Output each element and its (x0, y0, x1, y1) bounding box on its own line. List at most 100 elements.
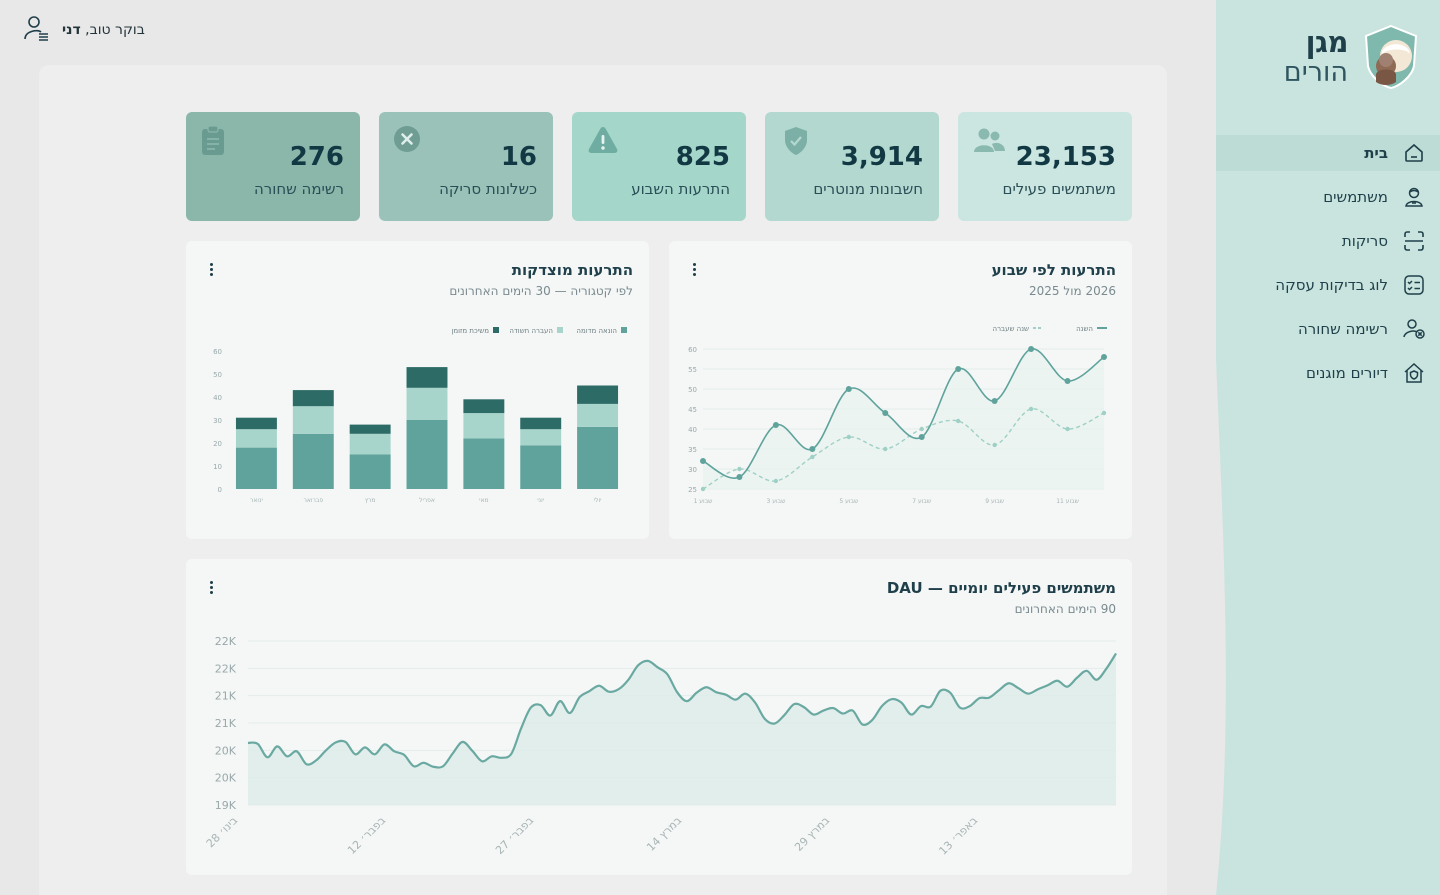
data-point (700, 458, 706, 464)
more-options-icon[interactable] (206, 263, 216, 279)
bar-segment (406, 387, 448, 420)
legend-label: שנה שעברה (993, 325, 1030, 333)
y-tick-label: 21K (215, 717, 237, 730)
sidebar-nav: בית משתמשים סריקות לוג בדיקות עסקה רשימה… (1216, 135, 1440, 399)
data-point (845, 386, 852, 392)
data-point (955, 366, 962, 372)
y-tick-label: 10 (213, 463, 222, 471)
data-point (810, 454, 815, 460)
more-options-icon[interactable] (206, 581, 216, 597)
bar-segment (577, 426, 619, 489)
y-tick-label: 30 (688, 466, 697, 474)
data-point (918, 434, 925, 440)
x-circle-icon (394, 126, 420, 152)
stat-card-weekly-alerts[interactable]: 825 התרעות השבוע (572, 112, 746, 221)
data-point (919, 426, 924, 432)
bar-segment (292, 433, 334, 489)
y-tick-label: 50 (213, 371, 222, 379)
legend-item: הונאה מדומה (576, 327, 627, 335)
topbar: בוקר טוב, דני (22, 14, 145, 46)
x-tick-label: שבוע 11 (1056, 498, 1079, 505)
x-tick-label: אפריל (419, 497, 435, 504)
sidebar-item-home[interactable]: בית (1216, 135, 1440, 171)
y-tick-label: 35 (688, 446, 697, 454)
dau-card: משתמשים פעילים יומיים — DAU 90 הימים האח… (186, 559, 1132, 875)
card-title: משתמשים פעילים יומיים — DAU (886, 579, 1116, 597)
greeting: בוקר טוב, דני (62, 22, 145, 38)
y-tick-label: 55 (688, 366, 697, 374)
card-subtitle: 2026 מול 2025 (1029, 284, 1116, 298)
y-tick-label: 22K (215, 662, 237, 675)
legend-swatch (493, 327, 499, 333)
sidebar-item-users[interactable]: משתמשים (1216, 179, 1440, 215)
x-tick-label: שבוע 1 (694, 498, 713, 505)
stat-card-monitored-accounts[interactable]: 3,914 חשבונות מנוטרים (765, 112, 939, 221)
bar-segment (349, 433, 391, 455)
stat-value: 825 (675, 142, 730, 172)
warning-icon (588, 127, 618, 153)
data-point (883, 446, 888, 452)
stat-card-blacklist[interactable]: 276 רשימה שחורה (186, 112, 360, 221)
stat-value: 276 (289, 142, 344, 172)
data-point (1028, 346, 1035, 352)
bar-segment (520, 417, 562, 430)
sidebar-item-label: לוג בדיקות עסקה (1275, 276, 1388, 294)
sidebar-item-scans[interactable]: סריקות (1216, 223, 1440, 259)
stat-card-scan-failures[interactable]: 16 כשלונות סריקה (379, 112, 553, 221)
dau-chart: 19K 20K 20K 21K 21K 22K 22K 28 בינו׳ 12 בפבר׳ 27 … (204, 635, 1117, 858)
data-point (846, 434, 852, 440)
data-point (882, 410, 889, 416)
x-tick-label: שבוע 5 (839, 498, 858, 505)
legend-swatch (557, 327, 563, 333)
app-logo[interactable]: מגן הורים (1284, 24, 1420, 90)
bar-segment (349, 424, 391, 434)
stat-value: 3,914 (840, 142, 923, 172)
main-panel: 23,153 משתמשים פעילים 3,914 חשבונות מנוט… (39, 65, 1167, 895)
legend-item: שנה שעברה (993, 325, 1043, 333)
user-blocked-icon (1402, 317, 1426, 341)
more-options-icon[interactable] (689, 263, 699, 279)
legend-item: השנה (1076, 325, 1107, 333)
card-title: התרעות לפי שבוע (991, 261, 1116, 279)
users-icon (974, 128, 1005, 152)
stat-value: 23,153 (1015, 142, 1116, 172)
clipboard-icon (202, 125, 224, 155)
y-tick-label: 21K (215, 690, 237, 703)
series-area (703, 348, 1104, 489)
weekly-alerts-card: התרעות לפי שבוע 2026 מול 2025 25 30 35 40 45… (669, 241, 1132, 539)
x-tick-label: שבוע 3 (766, 498, 785, 505)
legend-item: העברה חשודה (509, 327, 563, 335)
y-tick-label: 25 (688, 486, 697, 494)
bar-segment (406, 420, 448, 489)
logo-badge-icon (1364, 24, 1418, 90)
data-point (1101, 354, 1107, 360)
category-alerts-card: התרעות מוצדקות לפי קטגוריה — 30 הימים הא… (186, 241, 649, 539)
sidebar-item-protected-housing[interactable]: דיורים מוגנים (1216, 355, 1440, 391)
x-tick-label: פברואר (303, 497, 323, 504)
bar-segment (235, 447, 277, 489)
y-tick-label: 20 (213, 440, 222, 448)
x-tick-label: 13 באפר׳ (936, 814, 980, 858)
shield-house-icon (1402, 361, 1426, 385)
data-point (772, 422, 779, 428)
stat-card-active-users[interactable]: 23,153 משתמשים פעילים (958, 112, 1132, 221)
user-name: דני (62, 22, 81, 38)
legend-label: הונאה מדומה (576, 327, 617, 335)
sidebar-item-blacklist[interactable]: רשימה שחורה (1216, 311, 1440, 347)
y-tick-label: 50 (688, 386, 697, 394)
data-point (1065, 426, 1070, 432)
y-tick-label: 19K (215, 799, 237, 812)
stat-label: כשלונות סריקה (439, 180, 537, 198)
sidebar: מגן הורים בית משתמשים סריקות לו (1216, 0, 1440, 895)
legend-label: העברה חשודה (509, 327, 553, 335)
scan-icon (1402, 229, 1426, 253)
y-tick-label: 20K (215, 744, 237, 757)
data-point (700, 486, 706, 492)
data-point (991, 398, 998, 404)
profile-icon[interactable] (22, 14, 50, 46)
legend-label: השנה (1076, 325, 1093, 333)
x-tick-label: שבוע 7 (912, 498, 931, 505)
data-point (1028, 406, 1034, 412)
sidebar-item-transaction-log[interactable]: לוג בדיקות עסקה (1216, 267, 1440, 303)
x-tick-label: 27 בפבר׳ (493, 814, 536, 857)
